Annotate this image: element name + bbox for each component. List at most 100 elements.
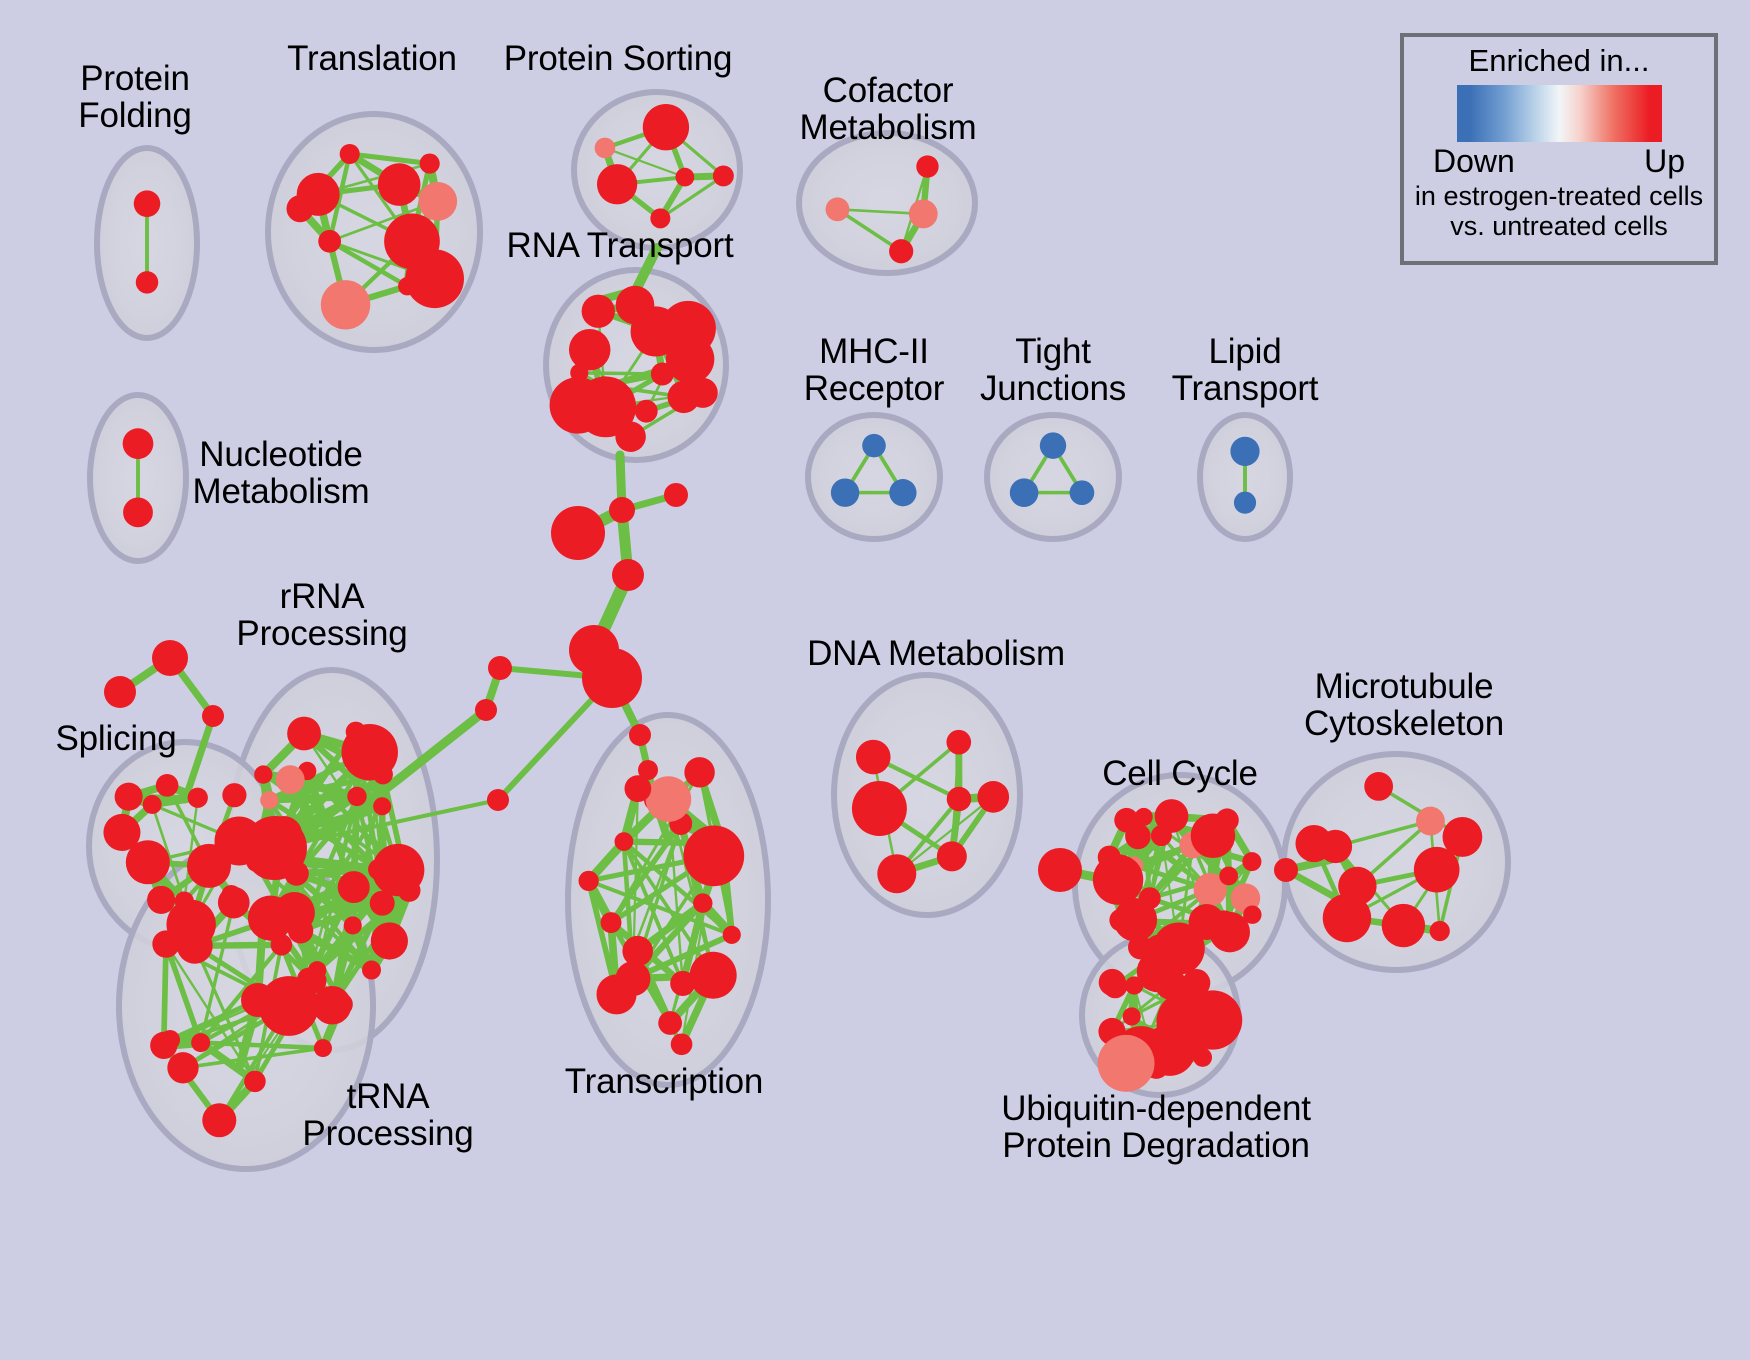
network-node [684, 757, 715, 788]
network-node [568, 328, 611, 371]
network-node [908, 199, 938, 229]
network-node [150, 1031, 178, 1060]
network-node [369, 890, 395, 916]
network-node [214, 816, 264, 866]
network-node [320, 280, 371, 330]
network-node [664, 483, 688, 507]
inter-cluster-edge [395, 705, 491, 783]
network-node [488, 656, 512, 680]
network-node [825, 197, 850, 222]
network-node [1230, 436, 1260, 466]
network-node [977, 781, 1010, 813]
cluster-ellipse-translation [265, 111, 483, 353]
network-node [123, 497, 153, 528]
network-edge [586, 878, 734, 937]
network-node [658, 1011, 683, 1035]
network-node [1097, 1034, 1155, 1092]
network-node [862, 433, 886, 458]
network-node [222, 783, 247, 808]
network-node [133, 190, 161, 217]
network-node [712, 165, 734, 187]
network-node [286, 195, 314, 223]
network-node [645, 776, 692, 822]
network-node [689, 951, 737, 999]
inter-cluster-edge [631, 243, 662, 295]
network-node [275, 765, 305, 795]
cluster-ellipse-mhc-ii-receptor [805, 412, 943, 542]
network-node [217, 886, 250, 919]
network-node [634, 399, 658, 423]
cluster-label-lipid-transport: Lipid Transport [1171, 332, 1319, 409]
network-node [675, 167, 695, 187]
network-node [615, 285, 655, 325]
network-node [1215, 808, 1239, 832]
network-node [176, 927, 213, 964]
network-node [273, 892, 315, 934]
network-node [687, 377, 718, 408]
network-edge [835, 207, 903, 254]
network-node [629, 724, 651, 746]
network-edge [347, 151, 433, 167]
cluster-label-microtubule-cytoskeleton: Microtubule Cytoskeleton [1304, 667, 1504, 744]
network-node [1322, 893, 1372, 943]
network-edge [183, 796, 199, 903]
network-node [1242, 852, 1262, 872]
network-node [1009, 478, 1039, 507]
network-node [614, 832, 634, 851]
network-node [889, 239, 914, 264]
network-node [202, 705, 224, 727]
network-node [370, 922, 408, 960]
network-node [549, 377, 607, 434]
network-node [581, 294, 615, 328]
cluster-label-trna-processing: tRNA Processing [302, 1077, 474, 1154]
network-node [329, 992, 353, 1016]
network-node [889, 479, 917, 507]
network-node [551, 506, 605, 560]
network-node [1097, 845, 1121, 869]
network-node [722, 925, 741, 944]
network-node [347, 786, 367, 807]
network-node [147, 885, 176, 914]
network-edge [658, 174, 725, 220]
network-node [1039, 432, 1067, 459]
cluster-label-ubiquitin-degradation: Ubiquitin-dependent Protein Degradation [1001, 1089, 1311, 1166]
network-node [946, 786, 972, 812]
network-node [1413, 846, 1460, 893]
network-node [660, 300, 716, 357]
network-node [609, 497, 635, 523]
network-node [624, 775, 652, 803]
network-node [397, 879, 421, 902]
network-node [114, 782, 143, 811]
network-edge [603, 146, 686, 179]
network-node [260, 790, 279, 810]
network-node [419, 153, 440, 174]
inter-cluster-edge [181, 712, 217, 804]
legend-subtitle: in estrogen-treated cells vs. untreated … [1414, 180, 1704, 241]
network-node [642, 104, 690, 151]
network-node [650, 208, 671, 229]
network-node [337, 871, 370, 904]
network-node [373, 797, 392, 816]
network-node [1038, 848, 1082, 892]
network-node [362, 960, 381, 980]
network-node [693, 893, 713, 913]
network-node [1274, 858, 1298, 882]
network-node [167, 1052, 199, 1084]
network-edge [150, 803, 186, 903]
legend-endpoint-labels: Down Up [1433, 143, 1685, 179]
cluster-label-dna-metabolism: DNA Metabolism [807, 634, 1065, 673]
network-node [343, 916, 362, 935]
cluster-label-rrna-processing: rRNA Processing [236, 577, 408, 654]
network-node [1114, 807, 1139, 833]
cluster-label-translation: Translation [287, 39, 457, 78]
legend-low-label: Down [1433, 143, 1515, 179]
network-node [1122, 1007, 1141, 1026]
network-node [1416, 806, 1445, 836]
legend-high-label: Up [1644, 143, 1685, 179]
legend-panel: Enriched in... Down Up in estrogen-treat… [1400, 33, 1718, 265]
network-node [1193, 873, 1227, 907]
network-node [405, 249, 464, 309]
network-edge [181, 1046, 325, 1070]
network-edge [160, 941, 169, 1049]
cluster-label-mhc-ii-receptor: MHC-II Receptor [803, 332, 945, 409]
